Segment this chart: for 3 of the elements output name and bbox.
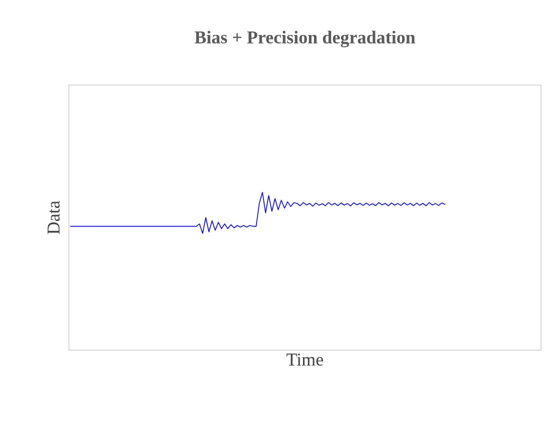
y-axis-title: Data — [48, 200, 60, 234]
x-axis-title: Time — [286, 354, 324, 366]
chart-title: Bias + Precision degradation — [194, 30, 416, 48]
